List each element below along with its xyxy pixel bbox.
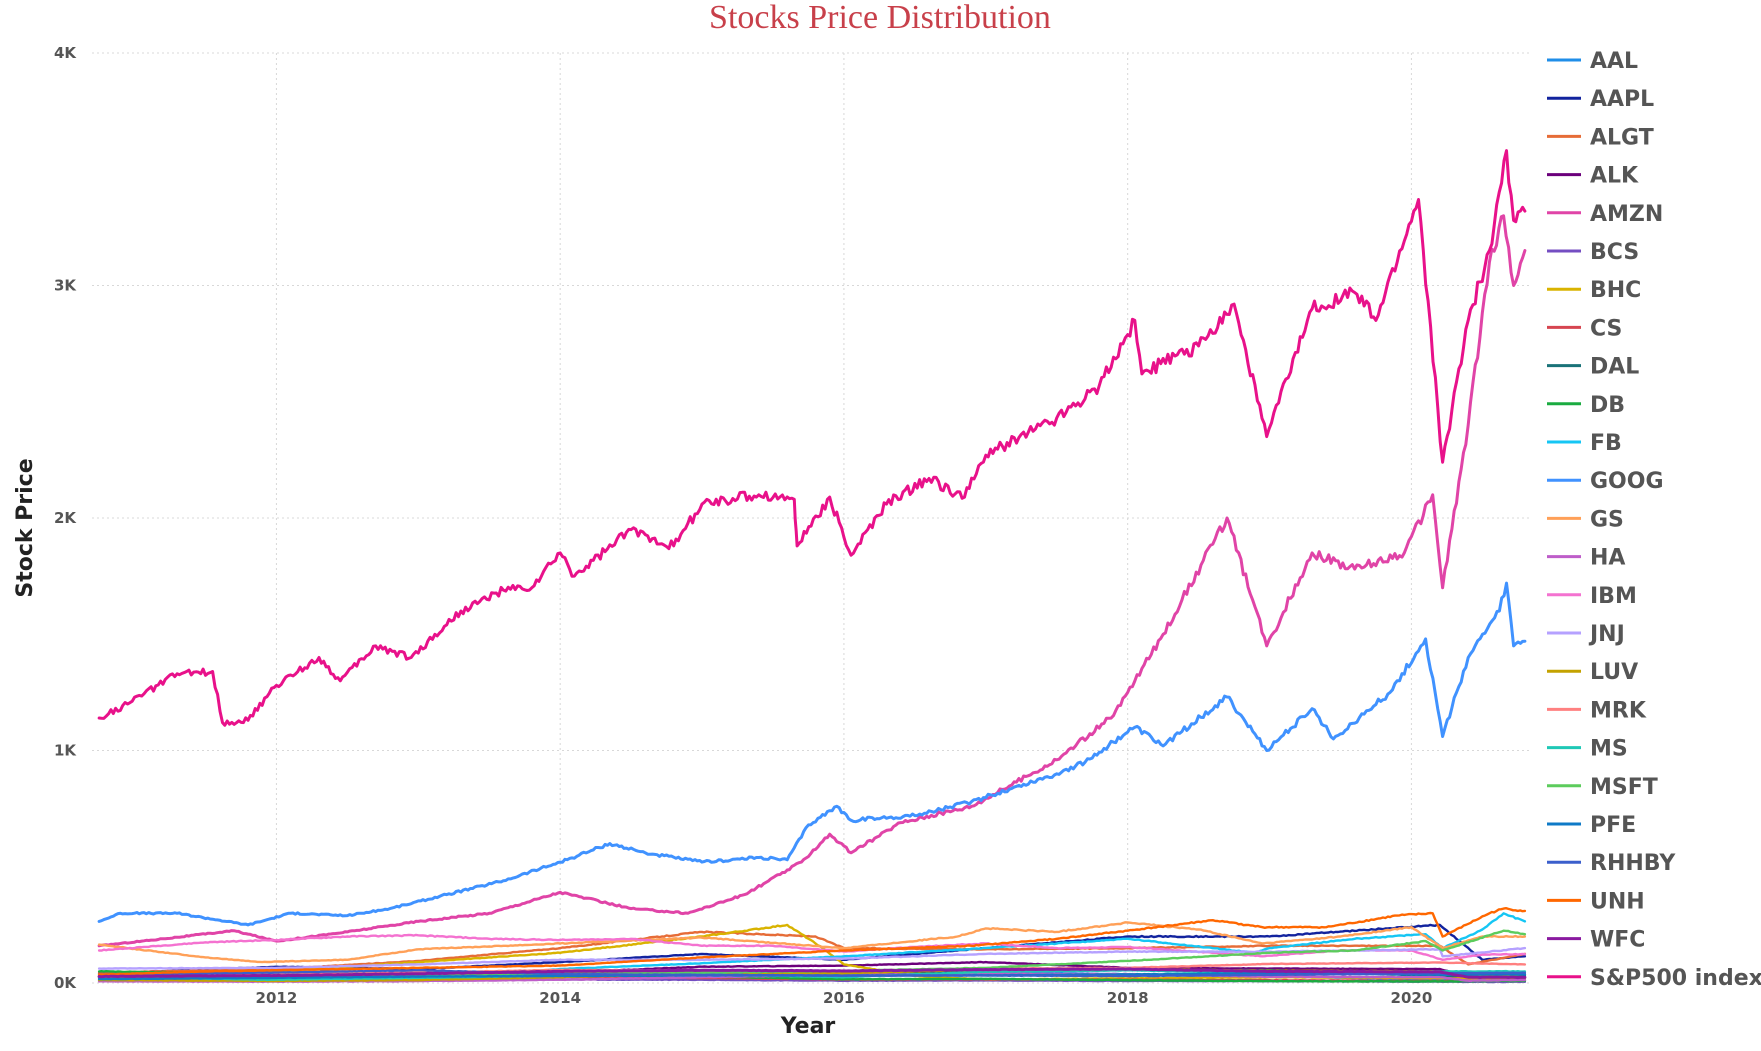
legend: AAL AAPL ALGT ALK AMZN BCS BHC CS DAL DB FB GOOG GS H… (1547, 49, 1761, 991)
legend-label-wfc: WFC (1590, 928, 1645, 953)
y-axis-label: Stock Price (13, 458, 38, 597)
legend-label-msft: MSFT (1590, 775, 1658, 800)
legend-label-fb: FB (1590, 431, 1622, 456)
legend-label-aapl: AAPL (1590, 87, 1654, 112)
legend-label-unh: UNH (1590, 889, 1645, 914)
legend-label-pfe: PFE (1590, 813, 1636, 838)
legend-label-algt: ALGT (1590, 125, 1654, 150)
y-tick-label-0: 0K (54, 974, 77, 992)
series-line-gs (97, 921, 1527, 964)
legend-label-aal: AAL (1590, 49, 1638, 74)
series-line-amzn (97, 214, 1527, 948)
y-axis-ticks: 0K 1K 2K 3K 4K (54, 44, 77, 992)
series-lines (97, 149, 1527, 984)
legend-label-luv: LUV (1590, 660, 1638, 685)
series-line-wfc (97, 967, 1527, 980)
legend-label-mrk: MRK (1590, 698, 1647, 723)
chart-title: Stocks Price Distribution (709, 0, 1051, 36)
legend-label-bcs: BCS (1590, 240, 1639, 265)
legend-label-ibm: IBM (1590, 584, 1637, 609)
legend-label-bhc: BHC (1590, 278, 1641, 303)
legend-label-ms: MS (1590, 737, 1628, 762)
y-tick-label-2: 2K (54, 509, 77, 527)
legend-label-db: DB (1590, 393, 1625, 418)
legend-label-alk: ALK (1590, 164, 1639, 189)
legend-label-amzn: AMZN (1590, 202, 1663, 227)
series-line-unh (97, 907, 1527, 976)
x-tick-label-4: 2020 (1391, 989, 1433, 1007)
legend-label-gs: GS (1590, 507, 1624, 532)
y-tick-label-4: 4K (54, 44, 77, 62)
legend-label-dal: DAL (1590, 355, 1639, 380)
y-tick-label-3: 3K (54, 277, 77, 295)
legend-label-rhhby: RHHBY (1590, 851, 1676, 876)
legend-label-s-p500-index: S&P500 index (1590, 966, 1761, 991)
x-tick-label-3: 2018 (1107, 989, 1149, 1007)
series-line-ibm (97, 933, 1527, 961)
legend-label-cs: CS (1590, 316, 1622, 341)
legend-label-goog: GOOG (1590, 469, 1664, 494)
x-axis-ticks: 2012 2014 2016 2018 2020 (256, 989, 1433, 1007)
x-tick-label-1: 2014 (539, 989, 581, 1007)
legend-label-ha: HA (1590, 546, 1625, 571)
series-line-goog (97, 581, 1527, 927)
grid-lines (92, 52, 1532, 984)
x-tick-label-0: 2012 (256, 989, 298, 1007)
x-tick-label-2: 2016 (823, 989, 865, 1007)
x-axis-label: Year (780, 1014, 836, 1039)
y-tick-label-1: 1K (54, 742, 77, 760)
series-line-rhhby (97, 968, 1527, 978)
legend-label-jnj: JNJ (1588, 622, 1625, 647)
series-line-s-p500-index (97, 149, 1527, 727)
